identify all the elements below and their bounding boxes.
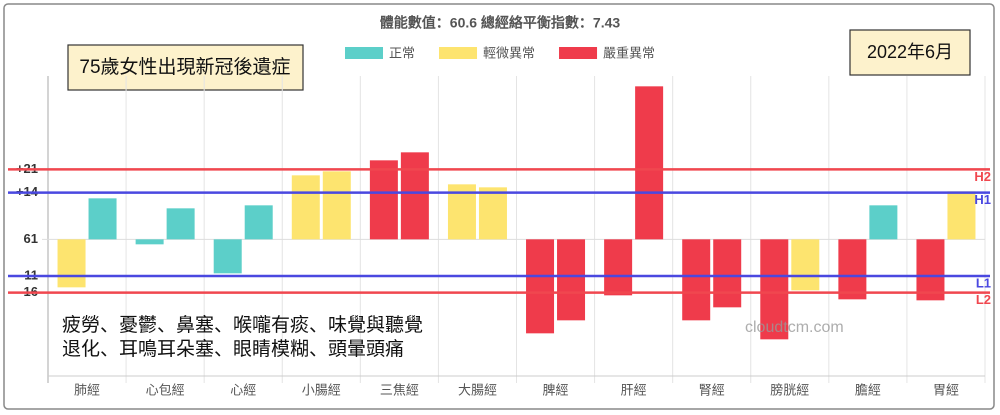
bar: [557, 239, 586, 321]
bar: [244, 205, 273, 240]
bar: [57, 239, 86, 288]
x-tick-label: 肝經: [621, 382, 647, 397]
bar: [916, 239, 945, 301]
x-tick-label: 膀胱經: [770, 382, 809, 397]
legend-swatch: [345, 47, 383, 59]
reference-label: L1: [976, 275, 991, 290]
bar: [947, 191, 976, 240]
bar: [838, 239, 867, 300]
x-tick-label: 大腸經: [458, 382, 497, 397]
bar: [869, 205, 898, 240]
watermark: cloudtcm.com: [745, 319, 844, 336]
symptom-text: 疲勞、憂鬱、鼻塞、喉嚨有痰、味覺與聽覺: [62, 314, 423, 336]
reference-label: H2: [974, 169, 991, 184]
subject-box: [67, 44, 304, 91]
bar: [791, 239, 820, 291]
x-tick-label: 腎經: [699, 382, 725, 397]
bar: [526, 239, 555, 334]
date-label: 2022年6月: [867, 42, 953, 62]
bar: [166, 208, 195, 240]
legend-label: 嚴重異常: [603, 45, 655, 60]
bar: [713, 239, 742, 308]
bar: [400, 152, 429, 240]
bar: [322, 171, 351, 240]
bar: [478, 187, 507, 240]
bar: [604, 239, 633, 296]
bar: [635, 86, 664, 240]
x-tick-label: 脾經: [543, 382, 569, 397]
x-tick-label: 小腸經: [302, 382, 341, 397]
reference-label: H1: [974, 192, 991, 207]
chart-title: 體能數值：60.6 總經絡平衡指數：7.43: [380, 15, 621, 31]
bar: [760, 239, 789, 340]
bar: [369, 160, 398, 240]
bar: [135, 239, 164, 245]
x-tick-label: 肺經: [74, 382, 100, 397]
bar: [682, 239, 711, 321]
legend-label: 輕微異常: [483, 45, 535, 60]
bar: [213, 239, 242, 274]
reference-label: L2: [976, 292, 991, 307]
legend-label: 正常: [389, 45, 415, 60]
bar: [291, 175, 320, 240]
x-tick-label: 心經: [230, 382, 256, 397]
bar: [88, 198, 117, 240]
x-tick-label: 膽經: [855, 382, 881, 397]
x-tick-label: 胃經: [933, 382, 959, 397]
legend-swatch: [559, 47, 598, 59]
legend-swatch: [439, 47, 478, 59]
x-tick-label: 三焦經: [380, 382, 419, 397]
y-tick-label: 61: [24, 231, 38, 246]
date-box: [849, 29, 971, 76]
x-tick-label: 心包經: [146, 382, 185, 397]
symptom-text: 退化、耳鳴耳朵塞、眼睛模糊、頭暈頭痛: [62, 338, 404, 360]
subject-label: 75歲女性出現新冠後遺症: [79, 56, 290, 78]
